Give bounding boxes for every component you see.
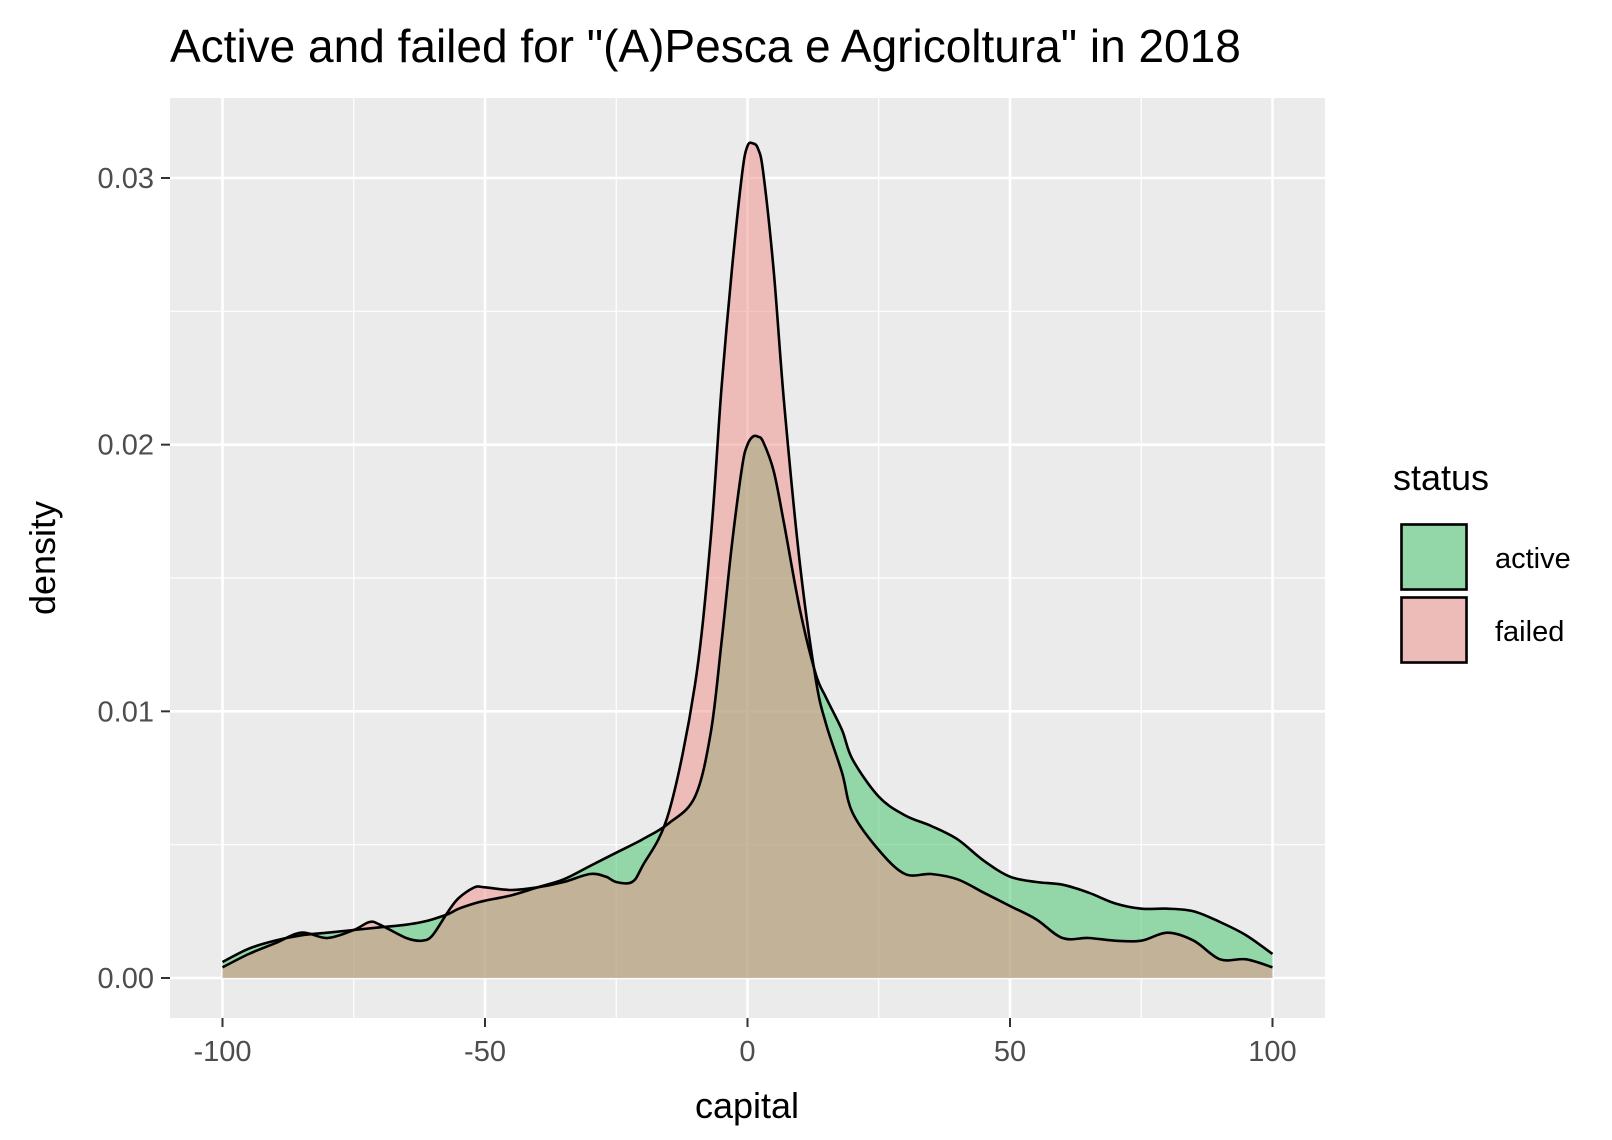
y-tick-label: 0.01 [98,696,154,728]
legend-title: status [1393,457,1489,498]
x-tick-label: -100 [193,1036,251,1068]
x-tick-label: 100 [1248,1036,1296,1068]
area-failed [222,142,1273,978]
legend-key-active [1400,523,1468,591]
x-axis-title: capital [695,1085,799,1126]
chart-title: Active and failed for "(A)Pesca e Agrico… [170,20,1241,72]
outline-failed [221,141,1273,969]
x-tick-label: -50 [464,1036,506,1068]
x-tick-label: 50 [994,1036,1026,1068]
y-tick-label: 0.02 [98,430,154,462]
y-tick-label: 0.00 [98,963,154,995]
legend-label-active: active [1495,543,1571,575]
y-axis-title: density [22,501,63,615]
y-axis: 0.00 0.01 0.02 0.03 [98,163,170,995]
legend-label-failed: failed [1495,616,1564,648]
x-tick-label: 0 [739,1036,755,1068]
density-areas [221,141,1274,978]
legend-key-failed [1400,596,1468,664]
outline-active [221,434,1274,964]
legend: status active failed [1393,457,1571,664]
y-tick-label: 0.03 [98,163,154,195]
x-axis: -100 -50 0 50 100 [193,1018,1297,1068]
